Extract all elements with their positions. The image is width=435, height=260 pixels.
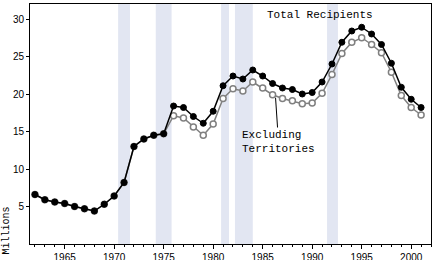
svg-text:2000: 2000	[400, 252, 423, 260]
svg-text:1965: 1965	[54, 252, 77, 260]
svg-text:1995: 1995	[351, 252, 374, 260]
svg-text:15: 15	[13, 126, 25, 137]
svg-text:1975: 1975	[153, 252, 176, 260]
svg-text:1980: 1980	[202, 252, 225, 260]
svg-text:20: 20	[13, 89, 25, 100]
svg-text:1970: 1970	[103, 252, 126, 260]
svg-text:30: 30	[13, 14, 25, 25]
svg-text:Total Recipients: Total Recipients	[267, 9, 373, 21]
svg-text:Millions: Millions	[1, 206, 12, 254]
svg-text:10: 10	[13, 164, 25, 175]
svg-text:1985: 1985	[252, 252, 275, 260]
svg-text:25: 25	[13, 51, 25, 62]
svg-text:5: 5	[18, 201, 24, 212]
svg-text:ExcludingTerritories: ExcludingTerritories	[242, 129, 315, 155]
svg-text:1990: 1990	[301, 252, 324, 260]
